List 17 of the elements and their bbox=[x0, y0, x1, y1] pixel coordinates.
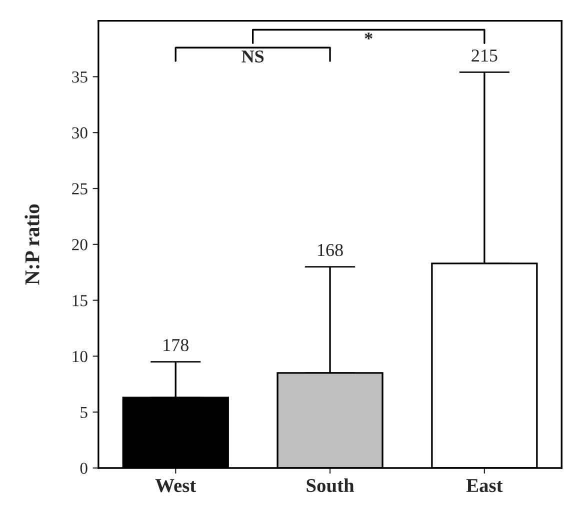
annotation: 215 bbox=[472, 49, 498, 62]
x-tick-label: East bbox=[466, 479, 503, 492]
y-tick-label: 20 bbox=[72, 239, 88, 250]
y-tick-label: 35 bbox=[72, 71, 88, 83]
x-tick-label: West bbox=[155, 479, 196, 492]
y-tick-label: 0 bbox=[80, 462, 88, 474]
annotation: * bbox=[364, 32, 372, 40]
y-tick-label: 5 bbox=[80, 406, 88, 418]
annotation: 178 bbox=[164, 338, 188, 352]
y-axis-title: N:P ratio bbox=[24, 204, 40, 285]
y-tick-label: 10 bbox=[72, 350, 88, 362]
annotation: 168 bbox=[318, 244, 343, 256]
y-tick-label: 25 bbox=[72, 183, 88, 194]
y-tick-label: 30 bbox=[72, 127, 88, 139]
annotation: NS bbox=[242, 50, 264, 63]
x-tick-label: South bbox=[306, 478, 354, 492]
y-tick-label: 15 bbox=[72, 295, 88, 306]
